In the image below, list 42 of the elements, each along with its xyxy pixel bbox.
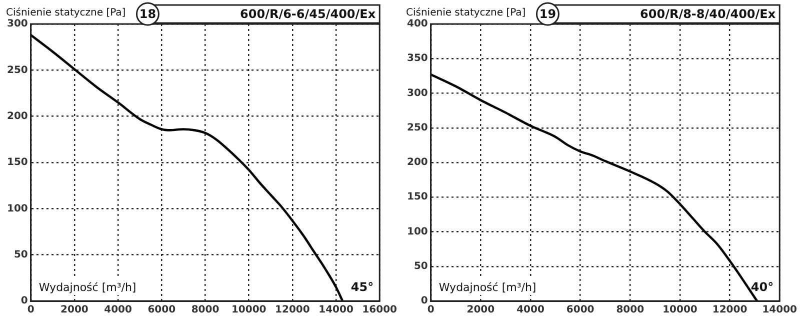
y-tick-label: 150 <box>407 192 428 203</box>
x-axis-title: Wydajność [m³/h] <box>38 281 136 294</box>
y-axis-title: Ciśnienie statyczne [Pa] <box>406 6 526 19</box>
x-tick-label: 10000 <box>231 304 266 316</box>
x-tick-label: 6000 <box>148 304 176 316</box>
y-tick-label: 0 <box>20 296 28 307</box>
annotation: 45° <box>350 280 374 294</box>
x-tick-label: 12000 <box>275 304 310 316</box>
y-tick-label: 100 <box>7 203 28 214</box>
line-series <box>30 34 344 301</box>
y-tick-label: 250 <box>407 122 428 134</box>
x-tick-label: 14000 <box>318 304 354 316</box>
y-tick-label: 150 <box>7 157 28 168</box>
annotation: 40° <box>750 280 774 294</box>
x-tick-label: 12000 <box>712 304 748 316</box>
x-tick-label: 10000 <box>662 304 698 316</box>
y-tick-label: 300 <box>407 88 428 99</box>
x-tick-label: 14000 <box>762 304 798 316</box>
x-tick-label: 4000 <box>516 304 544 316</box>
y-tick-label: 250 <box>7 64 28 76</box>
y-axis-title: Ciśnienie statyczne [Pa] <box>6 6 126 19</box>
x-tick-label: 6000 <box>566 304 594 316</box>
y-tick-label: 50 <box>14 249 28 260</box>
y-tick-label: 400 <box>407 18 428 30</box>
text: 18 <box>139 7 156 22</box>
y-tick-label: 50 <box>414 260 428 272</box>
x-tick-label: 2000 <box>60 304 88 316</box>
x-tick-label: 8000 <box>191 304 220 316</box>
y-tick-label: 350 <box>407 53 428 64</box>
y-tick-label: 200 <box>7 110 28 122</box>
x-tick-label: 2000 <box>466 304 495 316</box>
chart-title: 600/R/6-6/45/400/Ex <box>240 7 376 22</box>
y-tick-label: 300 <box>7 18 28 30</box>
y-tick-label: 100 <box>407 226 428 238</box>
y-tick-label: 0 <box>420 296 428 307</box>
x-tick-label: 16000 <box>362 304 398 316</box>
x-axis-title: Wydajność [m³/h] <box>438 281 536 294</box>
text: 19 <box>539 7 556 22</box>
chart-title: 600/R/8-8/40/400/Ex <box>640 7 776 22</box>
x-tick-label: 4000 <box>104 304 132 316</box>
y-tick-label: 200 <box>407 157 428 168</box>
x-tick-label: 8000 <box>616 304 644 316</box>
